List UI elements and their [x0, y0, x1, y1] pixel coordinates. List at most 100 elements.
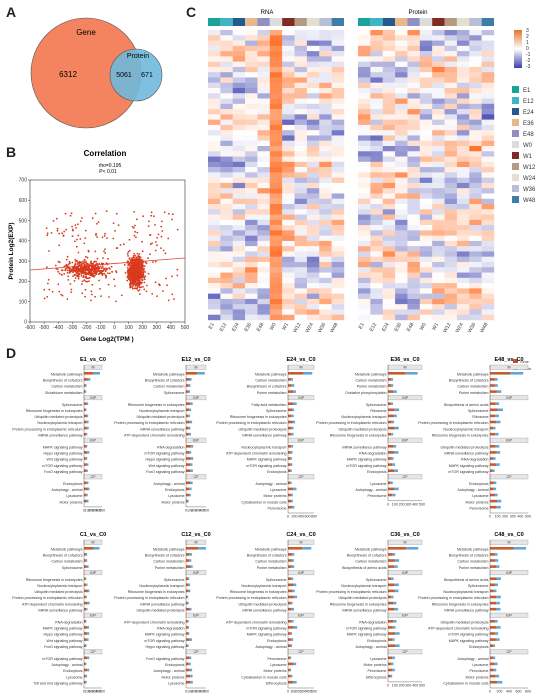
- heatmap-cell: [407, 198, 421, 205]
- heatmap-sample-label: W48: [479, 322, 489, 334]
- heatmap-cell: [294, 72, 308, 78]
- heatmap-cell: [331, 30, 345, 36]
- enrichment-bar-gene: [288, 607, 292, 611]
- heatmap-cell: [220, 204, 233, 210]
- heatmap-cell: [370, 56, 383, 62]
- scatter-point: [140, 261, 143, 264]
- enrichment-bar-gene: [388, 384, 391, 387]
- heatmap-cell: [282, 98, 295, 105]
- enrichment-row-label: Carbon metabolism: [457, 385, 488, 389]
- scatter-p: P< 0.01: [99, 169, 117, 175]
- enrichment-row-label: Peroxisome: [470, 669, 489, 673]
- heatmap-cell: [257, 167, 271, 173]
- heatmap-cell: [370, 235, 383, 242]
- enrichment-bar-protein: [394, 451, 399, 454]
- heatmap-cell: [382, 214, 396, 221]
- enrichment-bar-protein: [391, 662, 394, 666]
- enrichment-row-label: Peroxisome: [268, 506, 287, 510]
- heatmap-cell: [419, 98, 433, 105]
- heatmap-cell: [419, 156, 433, 163]
- enrichment-row-label: Purine metabolism: [459, 566, 489, 570]
- heatmap-cell: [407, 51, 421, 57]
- heatmap-cell: [481, 277, 495, 284]
- heatmap-cell: [245, 119, 258, 126]
- heatmap-cell: [257, 246, 271, 252]
- enrichment-row-label: mRNA surveillance pathway: [242, 608, 287, 612]
- heatmap-cell: [358, 40, 371, 47]
- enrichment-bar-protein: [392, 638, 395, 641]
- heatmap-cell: [407, 114, 421, 120]
- heatmap-cell: [419, 146, 433, 152]
- heatmap-cell: [269, 246, 283, 252]
- heatmap-cell: [269, 140, 283, 147]
- scatter-point: [134, 287, 137, 290]
- heatmap-cell: [208, 204, 221, 210]
- heatmap-cell: [282, 188, 295, 194]
- heatmap-cell: [220, 298, 233, 305]
- enrichment-row-label: Cytoskeleton in muscle cells: [241, 675, 286, 679]
- scatter-point: [117, 224, 120, 227]
- heatmap-cell: [395, 198, 408, 205]
- heatmap-cell: [382, 161, 396, 168]
- enrichment-row-label: FoxO signaling pathway: [146, 470, 185, 474]
- heatmap-cell: [382, 272, 396, 279]
- heatmap-cell: [382, 93, 396, 99]
- heatmap-cell: [481, 288, 495, 294]
- heatmap-cell: [432, 72, 445, 78]
- panel-label-b: B: [6, 144, 17, 160]
- enrichment-x-tick: 100: [290, 690, 296, 694]
- heatmap-cell: [319, 130, 332, 136]
- scatter-point: [106, 237, 108, 239]
- enrichment-row-label: Purine metabolism: [357, 385, 387, 389]
- heatmap-cell: [331, 119, 345, 126]
- enrichment-chart-title: C1_vs_C0: [80, 532, 106, 538]
- heatmap-cell: [306, 51, 320, 57]
- enrichment-bar-gene: [186, 390, 189, 393]
- enrichment-x-tick: 300: [301, 690, 307, 694]
- heatmap-cell: [370, 304, 383, 310]
- heatmap-cell: [370, 114, 383, 120]
- enrichment-row-label: Ubiquitin mediated proteolysis: [339, 596, 387, 600]
- heatmap-cell: [294, 272, 308, 279]
- heatmap-cell: [481, 283, 495, 289]
- heatmap-cell: [419, 119, 433, 126]
- heatmap-annotation-cell: [469, 18, 482, 26]
- heatmap-cell: [306, 198, 320, 205]
- heatmap-cell: [481, 135, 495, 141]
- enrichment-group-label: GIP: [506, 571, 513, 575]
- heatmap-cell: [432, 219, 445, 226]
- enrichment-bar-gene: [388, 402, 392, 405]
- heatmap-cell: [419, 267, 433, 273]
- enrichment-row-label: Motor proteins: [162, 675, 185, 679]
- heatmap-cell: [282, 251, 295, 257]
- scatter-point: [70, 291, 72, 293]
- heatmap-cell: [220, 177, 233, 184]
- heatmap-cell: [444, 93, 458, 99]
- enrichment-bar-protein: [494, 662, 498, 666]
- scatter-point: [137, 272, 140, 275]
- heatmap-cell: [282, 304, 295, 310]
- heatmap-cell: [220, 146, 233, 152]
- scatter-point: [101, 272, 104, 275]
- scatter-point: [96, 257, 99, 260]
- heatmap-cell: [294, 288, 308, 294]
- scatter-point: [141, 250, 144, 253]
- heatmap-cell: [257, 283, 271, 289]
- enrichment-x-tick: 200: [399, 683, 405, 687]
- enrichment-row-label: Ubiquitin mediated proteolysis: [441, 621, 489, 625]
- enrichment-row-label: Wnt signaling pathway: [149, 464, 185, 468]
- heatmap-cell: [444, 182, 458, 189]
- heatmap-cell: [444, 272, 458, 279]
- scatter-point: [161, 220, 163, 223]
- scatter-y-tick-label: 400: [19, 239, 28, 245]
- heatmap-cell: [257, 314, 271, 321]
- heatmap-cell: [232, 124, 246, 131]
- scatter-point: [60, 273, 63, 276]
- heatmap-cell: [407, 304, 421, 310]
- heatmap-cell: [395, 288, 408, 294]
- heatmap-cell: [294, 66, 308, 73]
- heatmap-cell: [269, 146, 283, 152]
- enrichment-bar-protein: [293, 583, 297, 587]
- scatter-point: [76, 263, 79, 265]
- enrichment-row-label: Biosynthesis of cofactors: [247, 385, 287, 389]
